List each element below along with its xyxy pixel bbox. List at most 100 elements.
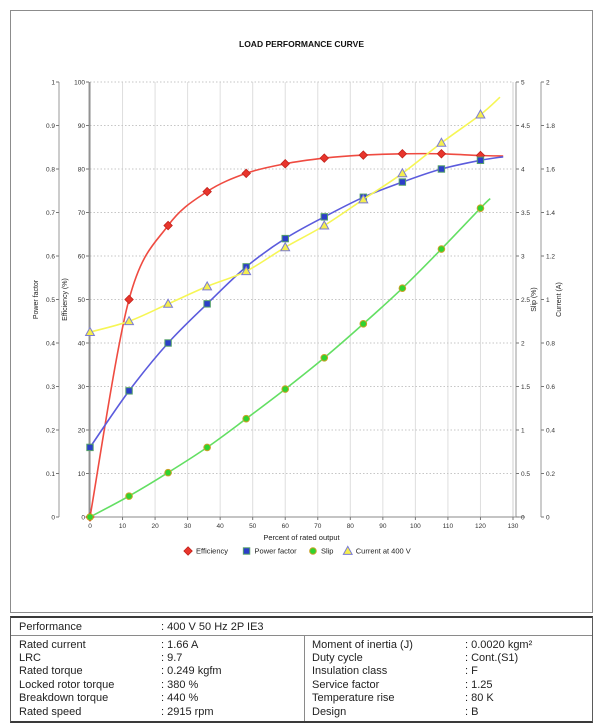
- spec-label: Locked rotor torque: [19, 678, 115, 691]
- x-tick-label: 120: [475, 523, 486, 530]
- y-tick-label: 3.5: [521, 210, 530, 217]
- data-point: [437, 165, 446, 173]
- spec-label: LRC: [19, 652, 42, 665]
- performance-value: : 400 V 50 Hz 2P IE3: [161, 620, 264, 633]
- data-point: [319, 219, 330, 230]
- y-tick-label: 0: [81, 514, 85, 521]
- data-point: [240, 265, 252, 276]
- x-axis-title: Percent of rated output: [263, 533, 340, 542]
- legend: Efficiency Power factor Slip Current at 400…: [183, 545, 411, 556]
- performance-row: Performance : 400 V 50 Hz 2P IE3: [11, 618, 592, 636]
- data-point: [203, 300, 211, 308]
- data-point: [319, 153, 330, 163]
- x-tick-label: 130: [508, 523, 519, 530]
- data-point: [397, 167, 408, 178]
- spec-label: Insulation class: [312, 665, 388, 678]
- spec-row-design: Design: B: [305, 705, 592, 718]
- data-point: [436, 137, 447, 147]
- legend-item-current-at-400-v: Current at 400 V: [342, 545, 411, 556]
- y-tick-label: 50: [78, 297, 86, 304]
- x-tick-label: 70: [314, 523, 322, 530]
- legend-triangle-icon: [342, 545, 353, 555]
- x-tick-label: 50: [249, 523, 257, 530]
- y-axis-title: Slip (%): [531, 287, 538, 312]
- y-tick-label: 1: [521, 427, 525, 434]
- y-tick-label: 0.2: [546, 471, 555, 478]
- spec-value: : 2915 rpm: [161, 705, 214, 718]
- data-point: [475, 108, 486, 119]
- x-tick-label: 10: [119, 523, 127, 530]
- y-axis-title: Efficiency (%): [62, 278, 69, 321]
- spec-value: : 9.7: [161, 652, 183, 665]
- data-point: [437, 245, 446, 253]
- y-tick-label: 1.6: [546, 166, 555, 173]
- legend-label: Power factor: [255, 547, 298, 556]
- x-tick-label: 60: [282, 523, 290, 530]
- y-tick-label: 2: [546, 79, 550, 86]
- x-tick-label: 110: [443, 523, 454, 530]
- spec-row-insulation-class: Insulation class : F: [305, 665, 592, 678]
- data-point: [201, 280, 213, 291]
- data-point: [359, 320, 368, 328]
- series-line: [89, 198, 491, 518]
- spec-value: : 380 %: [161, 678, 199, 691]
- spec-column-right: Moment of inertia (J): 0.0020 kgm² Duty c…: [305, 636, 592, 721]
- spec-value: : F: [465, 665, 478, 678]
- data-point: [398, 284, 407, 292]
- y-tick-label: 40: [78, 340, 86, 347]
- data-point: [164, 468, 172, 477]
- x-tick-label: 90: [379, 523, 387, 530]
- spec-value: : 1.25: [465, 678, 493, 691]
- spec-label: Rated speed: [19, 705, 82, 718]
- data-point: [242, 414, 250, 423]
- y-tick-label: 2: [521, 340, 525, 347]
- y-tick-label: 100: [74, 79, 85, 86]
- y-tick-label: 1.8: [546, 123, 555, 130]
- y-tick-label: 0: [546, 514, 550, 521]
- data-point: [398, 178, 407, 186]
- spec-value: : 0.0020 kgm²: [465, 638, 533, 651]
- data-point: [125, 492, 133, 500]
- spec-value: : Cont.(S1): [465, 652, 519, 665]
- y-tick-label: 60: [78, 253, 86, 260]
- performance-label: Performance: [19, 620, 82, 633]
- data-point: [281, 385, 290, 393]
- data-point: [436, 149, 447, 159]
- y-tick-label: 70: [78, 210, 86, 217]
- data-point: [476, 156, 485, 165]
- y-tick-label: 0.2: [46, 427, 55, 434]
- series-line: [89, 152, 504, 518]
- y-tick-label: 0.3: [46, 384, 55, 391]
- spec-label: Moment of inertia (J): [312, 638, 413, 651]
- spec-value: : 80 K: [465, 692, 494, 705]
- x-tick-label: 80: [347, 523, 355, 530]
- axis-current: 0 0.2 0.4 0.6 0.8 1 1.2 1.4 1.6 1.8 2 Current (A): [540, 79, 563, 521]
- y-tick-label: 0.6: [546, 384, 555, 391]
- data-point: [125, 387, 133, 395]
- y-tick-label: 0: [521, 514, 525, 521]
- y-tick-label: 4: [521, 166, 525, 173]
- data-point: [358, 150, 369, 160]
- x-tick-label: 30: [184, 523, 192, 530]
- data-point: [320, 213, 328, 221]
- y-axis-title: Power factor: [33, 279, 40, 319]
- y-tick-label: 1.5: [521, 384, 530, 391]
- y-tick-label: 0.5: [521, 471, 530, 478]
- y-tick-label: 0.9: [46, 123, 55, 130]
- spec-row-rated-current: Rated current: 1.66 A: [11, 638, 304, 651]
- spec-value: : 0.249 kgfm: [161, 665, 222, 678]
- legend-square-icon: [242, 547, 251, 555]
- y-tick-label: 0.6: [46, 253, 55, 260]
- load-performance-chart-panel: 0 10 20 30 40 50 60 70 80 90 100 110 120 130 Percent o…: [10, 10, 593, 613]
- spec-row-service-factor: Service factor: 1.25: [305, 678, 592, 691]
- data-point: [123, 315, 135, 326]
- spec-row-lrc: LRC : 9.7: [11, 651, 304, 664]
- data-point: [84, 326, 96, 337]
- y-tick-label: 5: [521, 79, 525, 86]
- data-point: [86, 513, 94, 521]
- y-tick-label: 1.2: [546, 253, 555, 260]
- data-point: [358, 193, 369, 204]
- axis-slip: 0 0.5 1 1.5 2 2.5 3 3.5 4 4.5 5 Slip (%): [515, 79, 538, 521]
- data-point: [124, 294, 134, 305]
